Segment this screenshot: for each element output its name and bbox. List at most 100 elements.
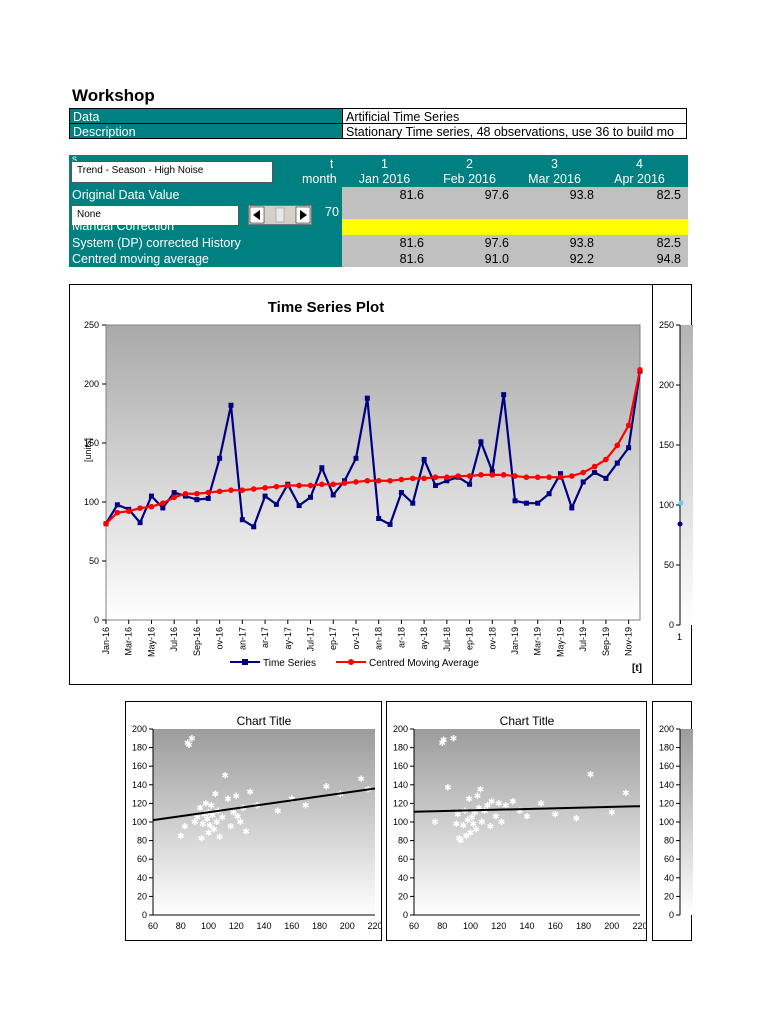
scatter-point: ✱ [474, 791, 482, 801]
scatter-point: ✱ [478, 817, 486, 827]
scatter-point: ✱ [208, 800, 216, 810]
cma-label: Centred moving average [69, 251, 345, 267]
original-value[interactable]: 93.8 [569, 188, 594, 202]
y-tick-label: 0 [669, 910, 674, 920]
y-tick-label: 200 [659, 724, 674, 734]
cma-point [421, 475, 427, 482]
scatter-chart-1: Chart Title 0 20 40 60 80 100 120 140 160 180 200 60… [132, 714, 383, 931]
original-value[interactable]: 97.6 [484, 188, 509, 202]
cma-point [523, 474, 530, 481]
original-value[interactable]: 82.5 [656, 188, 681, 202]
scatter-point: ✱ [573, 813, 581, 823]
scatter-point: ✱ [203, 814, 211, 824]
x-tick-label: ay-17 [283, 627, 293, 650]
description-value[interactable]: Stationary Time series, 48 observations,… [342, 123, 687, 139]
time-series-point [205, 495, 211, 501]
value-spinner[interactable] [248, 205, 312, 225]
cma-point [262, 485, 268, 491]
x-tick-label: 160 [548, 921, 563, 931]
time-series-point [273, 501, 279, 507]
scatter-point: ✱ [537, 798, 545, 808]
cma-point [603, 456, 609, 463]
time-series-point [535, 500, 541, 506]
cma-point [284, 482, 291, 489]
cma-point [182, 490, 189, 497]
x-tick-label: 1 [677, 632, 682, 642]
y-tick-label: 80 [664, 836, 674, 846]
scatter-point: ✱ [196, 803, 204, 813]
scatter-point: ✱ [209, 810, 217, 820]
time-series-point [251, 524, 257, 530]
scatter-point: ✱ [274, 806, 282, 816]
cma-row [342, 251, 688, 267]
time-series-point [137, 520, 143, 526]
x-tick-label: 80 [437, 921, 447, 931]
scatter-point: ✱ [484, 800, 492, 810]
scatter-point: ✱ [219, 812, 227, 822]
scatter-point: ✱ [202, 798, 210, 808]
scatter-point: ✱ [440, 735, 448, 745]
scatter-point: ✱ [450, 733, 458, 743]
x-tick-label: 220 [632, 921, 646, 931]
cma-point [148, 503, 155, 510]
cma-point [478, 472, 484, 478]
cma-value: 91.0 [484, 252, 509, 266]
scatter-point: ✱ [551, 810, 559, 820]
col-t: 3 [551, 157, 558, 171]
y-tick-label: 0 [142, 910, 147, 920]
manual-correction-input-row[interactable] [342, 219, 688, 235]
cma-point [534, 474, 541, 481]
original-value[interactable]: 81.6 [399, 188, 424, 202]
x-tick-label: ay-18 [419, 627, 429, 650]
cma-point [637, 367, 643, 373]
scatter-point: ✱ [475, 803, 483, 813]
y-tick-label: 160 [393, 761, 408, 771]
scatter-point: ✱ [487, 822, 495, 832]
scatter-point: ✱ [587, 770, 595, 780]
cma-point [500, 472, 507, 478]
y-axis-label: [units] [83, 438, 93, 462]
x-tick-label: Jul-19 [578, 627, 588, 652]
time-series-point [410, 500, 416, 506]
cma-point [512, 473, 518, 479]
scatter-point: ✱ [302, 800, 310, 810]
y-tick-label: 80 [137, 836, 147, 846]
scatter-chart-3-frame: 0 20 40 60 80 100 120 140 160 180 200 [652, 701, 713, 941]
y-tick-label: 80 [398, 836, 408, 846]
y-tick-label: 100 [659, 817, 674, 827]
x-tick-label: May-19 [555, 627, 565, 657]
col-month: Apr 2016 [614, 172, 665, 186]
time-series-point [376, 516, 382, 522]
scatter-point: ✱ [206, 821, 214, 831]
x-tick-label: Jan-19 [510, 627, 520, 655]
time-series-chart: Time Series Plot 0 50 100 150 200 250 Jan-16 M… [83, 299, 643, 674]
cma-value: 81.6 [399, 252, 424, 266]
cma-point [273, 483, 280, 490]
x-tick-label: 100 [463, 921, 478, 931]
time-series-point [501, 392, 507, 398]
data-value[interactable]: Artificial Time Series [342, 108, 687, 124]
cma-point [591, 463, 598, 470]
scatter-point: ✱ [188, 733, 196, 743]
time-series-point [262, 493, 268, 499]
chart-title: Chart Title [237, 714, 292, 728]
x-axis-label: [t] [632, 663, 642, 674]
cma-point [398, 476, 405, 483]
series-selector-dropdown[interactable]: Trend - Season - High Noise [71, 161, 273, 183]
spinner-thumb[interactable] [275, 207, 285, 223]
scatter-point: ✱ [288, 794, 296, 804]
trend-line [152, 787, 376, 822]
correction-method-dropdown[interactable]: None [71, 205, 239, 226]
scatter-point: ✱ [457, 836, 465, 846]
scatter-point: ✱ [234, 811, 242, 821]
x-tick-label: May-16 [146, 627, 156, 657]
header-month: month [302, 172, 337, 186]
y-tick-label: 60 [137, 854, 147, 864]
scatter-point: ✱ [516, 806, 524, 816]
time-series-point [364, 395, 370, 401]
y-tick-label: 180 [393, 743, 408, 753]
x-tick-label: 220 [367, 921, 381, 931]
y-tick-label: 20 [398, 891, 408, 901]
scatter-point: ✱ [184, 738, 192, 748]
time-series-point [217, 455, 223, 461]
